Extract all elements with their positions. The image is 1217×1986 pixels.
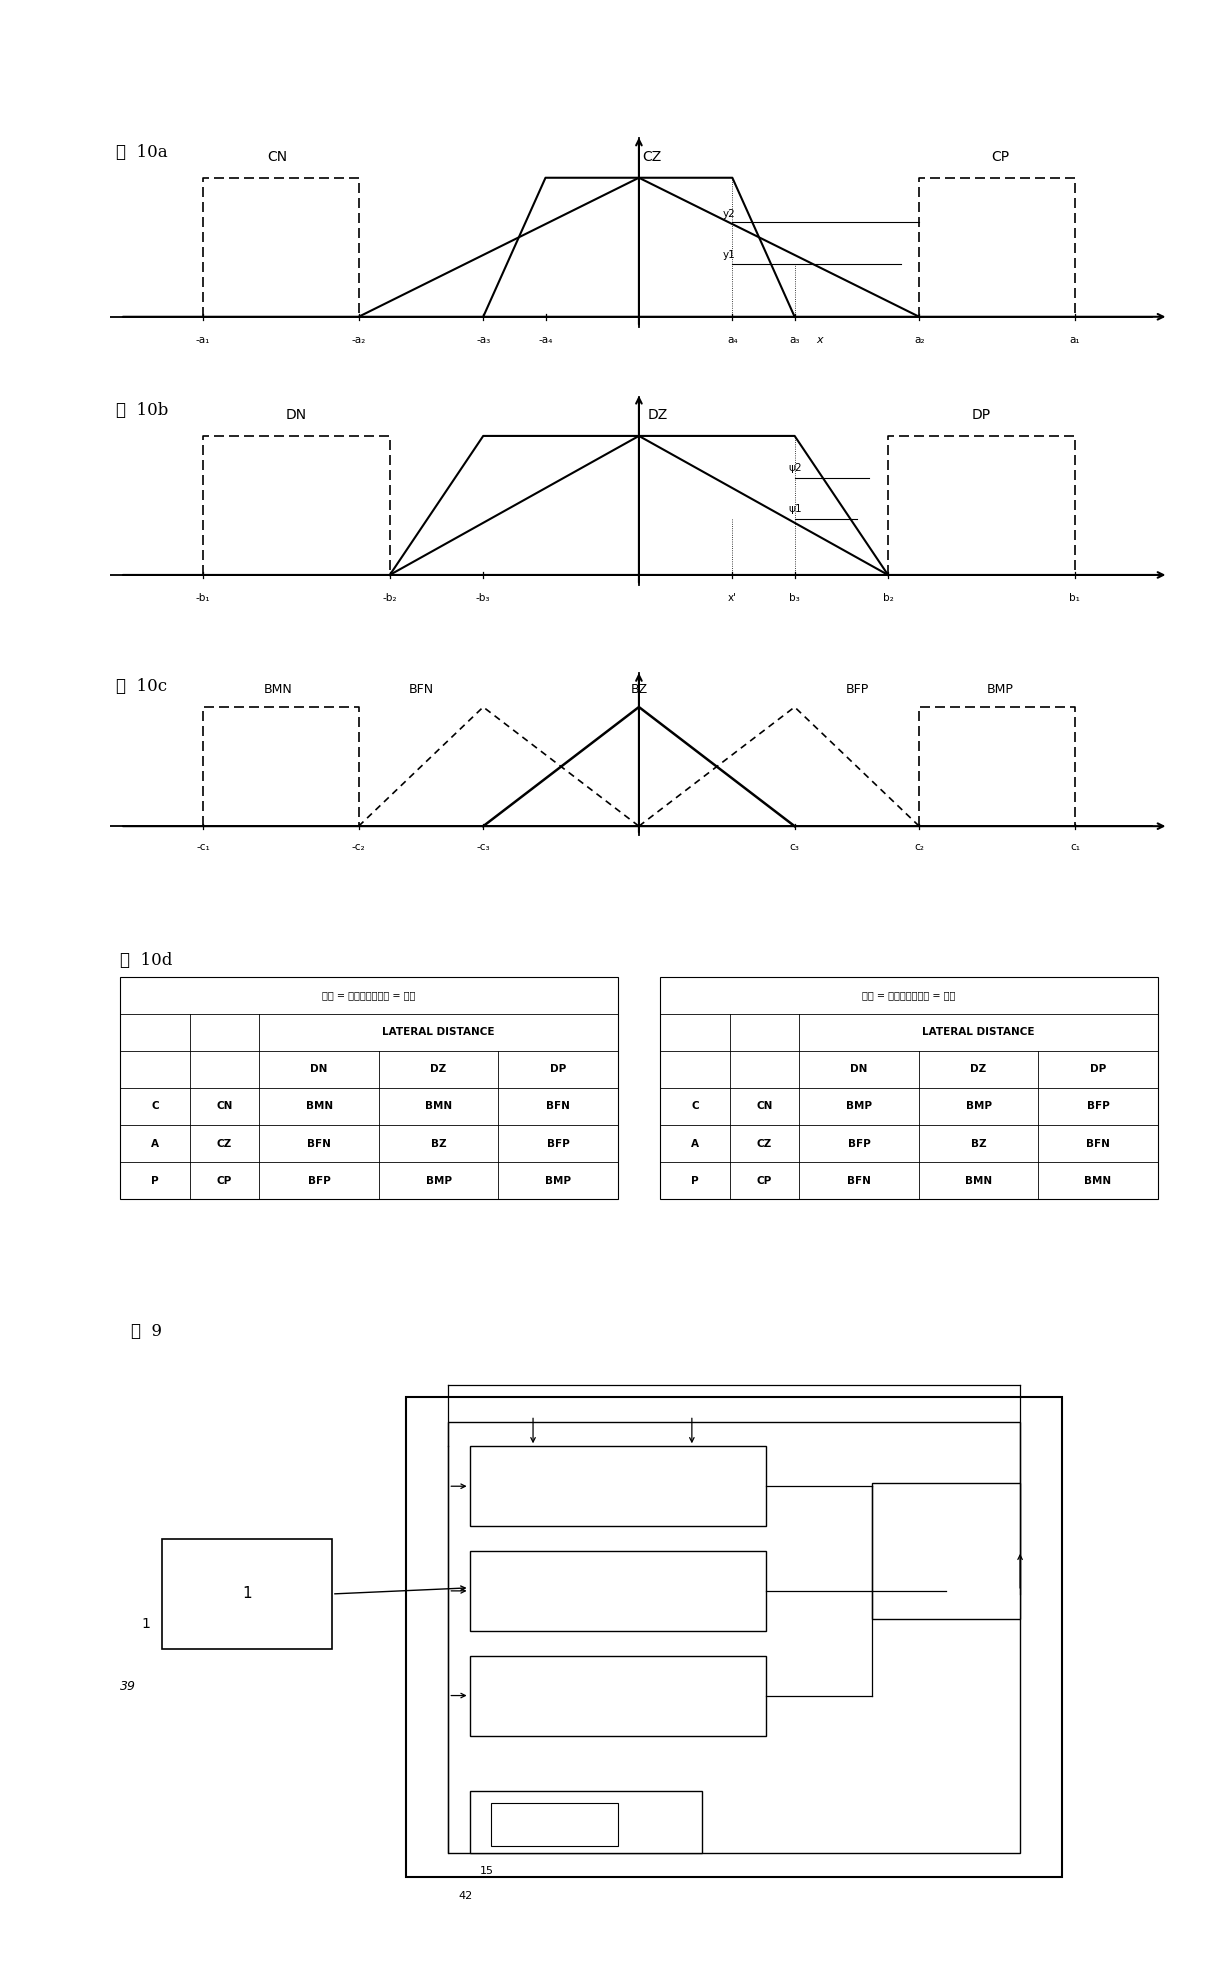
Text: 42: 42 bbox=[459, 1891, 473, 1901]
Text: LATERAL DISTANCE: LATERAL DISTANCE bbox=[922, 1027, 1034, 1037]
Text: -b₁: -b₁ bbox=[196, 594, 211, 604]
Text: BMN: BMN bbox=[305, 1102, 332, 1112]
Text: ψ1: ψ1 bbox=[789, 504, 802, 514]
Text: 测试 = 无效且行驶方向 = 向前: 测试 = 无效且行驶方向 = 向前 bbox=[862, 991, 955, 1001]
Text: BFP: BFP bbox=[308, 1176, 331, 1186]
Text: P: P bbox=[691, 1176, 699, 1186]
Text: a₄: a₄ bbox=[727, 336, 738, 346]
Text: -c₃: -c₃ bbox=[476, 842, 490, 852]
Text: LATERAL DISTANCE: LATERAL DISTANCE bbox=[382, 1027, 495, 1037]
Text: CN: CN bbox=[217, 1102, 232, 1112]
Text: BMN: BMN bbox=[1084, 1176, 1111, 1186]
Text: DZ: DZ bbox=[431, 1064, 447, 1074]
Text: CP: CP bbox=[991, 151, 1009, 165]
Text: 图  10c: 图 10c bbox=[116, 677, 167, 695]
Text: BFP: BFP bbox=[846, 683, 869, 695]
Text: a₂: a₂ bbox=[914, 336, 925, 346]
Bar bbox=[162, 1539, 332, 1648]
Text: 图  10b: 图 10b bbox=[116, 403, 168, 419]
Text: CZ: CZ bbox=[757, 1138, 773, 1148]
Text: BFN: BFN bbox=[847, 1176, 871, 1186]
Text: 图  9: 图 9 bbox=[130, 1323, 162, 1341]
Text: DN: DN bbox=[310, 1064, 327, 1074]
Text: BMP: BMP bbox=[846, 1102, 873, 1112]
Text: c₁: c₁ bbox=[1070, 842, 1079, 852]
Text: DZ: DZ bbox=[647, 409, 668, 423]
Text: DN: DN bbox=[286, 409, 307, 423]
Text: BMN: BMN bbox=[263, 683, 292, 695]
Text: -a₂: -a₂ bbox=[352, 336, 366, 346]
Text: BFP: BFP bbox=[546, 1138, 570, 1148]
Text: -b₂: -b₂ bbox=[382, 594, 397, 604]
Bar bbox=[871, 1484, 1020, 1619]
Bar bbox=[120, 977, 618, 1200]
Text: y2: y2 bbox=[723, 209, 736, 218]
Text: DP: DP bbox=[972, 409, 991, 423]
Text: b₁: b₁ bbox=[1070, 594, 1081, 604]
Text: C: C bbox=[691, 1102, 699, 1112]
Bar bbox=[470, 1446, 765, 1527]
Bar bbox=[470, 1551, 765, 1631]
Text: 1: 1 bbox=[242, 1587, 252, 1601]
Text: y1: y1 bbox=[723, 250, 736, 260]
Bar bbox=[448, 1422, 1020, 1853]
Text: BMN: BMN bbox=[425, 1102, 453, 1112]
Text: 测试 = 无效且行驶方向 = 向后: 测试 = 无效且行驶方向 = 向后 bbox=[323, 991, 416, 1001]
Bar bbox=[660, 977, 1157, 1200]
Text: BFN: BFN bbox=[307, 1138, 331, 1148]
Text: BMP: BMP bbox=[426, 1176, 452, 1186]
Text: CN: CN bbox=[757, 1102, 773, 1112]
Text: ψ2: ψ2 bbox=[789, 463, 802, 473]
Text: CZ: CZ bbox=[217, 1138, 232, 1148]
Text: DZ: DZ bbox=[970, 1064, 987, 1074]
Text: x: x bbox=[817, 336, 823, 346]
Text: BMP: BMP bbox=[545, 1176, 571, 1186]
Text: -c₂: -c₂ bbox=[352, 842, 365, 852]
Text: a₁: a₁ bbox=[1070, 336, 1081, 346]
Bar bbox=[490, 1803, 618, 1847]
Text: 39: 39 bbox=[120, 1680, 136, 1694]
Text: A: A bbox=[151, 1138, 159, 1148]
Text: 15: 15 bbox=[479, 1867, 494, 1877]
Text: -b₃: -b₃ bbox=[476, 594, 490, 604]
Text: A: A bbox=[691, 1138, 699, 1148]
Text: CP: CP bbox=[217, 1176, 232, 1186]
Text: BZ: BZ bbox=[971, 1138, 987, 1148]
Text: CN: CN bbox=[268, 151, 287, 165]
Text: DP: DP bbox=[1090, 1064, 1106, 1074]
Text: DN: DN bbox=[851, 1064, 868, 1074]
Text: CP: CP bbox=[757, 1176, 773, 1186]
Text: DP: DP bbox=[550, 1064, 566, 1074]
Text: 1: 1 bbox=[141, 1617, 150, 1631]
Bar bbox=[406, 1396, 1062, 1877]
Text: C: C bbox=[151, 1102, 158, 1112]
Text: BFP: BFP bbox=[848, 1138, 870, 1148]
Text: P: P bbox=[151, 1176, 158, 1186]
Text: c₃: c₃ bbox=[790, 842, 800, 852]
Text: CZ: CZ bbox=[641, 151, 661, 165]
Text: b₃: b₃ bbox=[790, 594, 800, 604]
Text: BMN: BMN bbox=[965, 1176, 992, 1186]
Text: a₃: a₃ bbox=[790, 336, 800, 346]
Text: BFN: BFN bbox=[409, 683, 433, 695]
Text: -c₁: -c₁ bbox=[196, 842, 209, 852]
Text: b₂: b₂ bbox=[882, 594, 893, 604]
Bar bbox=[470, 1791, 702, 1853]
Text: BFN: BFN bbox=[1086, 1138, 1110, 1148]
Bar bbox=[470, 1656, 765, 1736]
Text: BFN: BFN bbox=[546, 1102, 570, 1112]
Text: -a₁: -a₁ bbox=[196, 336, 211, 346]
Text: -a₃: -a₃ bbox=[476, 336, 490, 346]
Text: BZ: BZ bbox=[431, 1138, 447, 1148]
Text: -a₄: -a₄ bbox=[538, 336, 553, 346]
Text: BMP: BMP bbox=[965, 1102, 992, 1112]
Text: x': x' bbox=[728, 594, 736, 604]
Text: BMP: BMP bbox=[987, 683, 1014, 695]
Text: BFP: BFP bbox=[1087, 1102, 1110, 1112]
Text: BZ: BZ bbox=[630, 683, 647, 695]
Text: 图  10a: 图 10a bbox=[116, 145, 168, 161]
Text: c₂: c₂ bbox=[914, 842, 924, 852]
Text: 图  10d: 图 10d bbox=[120, 951, 173, 969]
